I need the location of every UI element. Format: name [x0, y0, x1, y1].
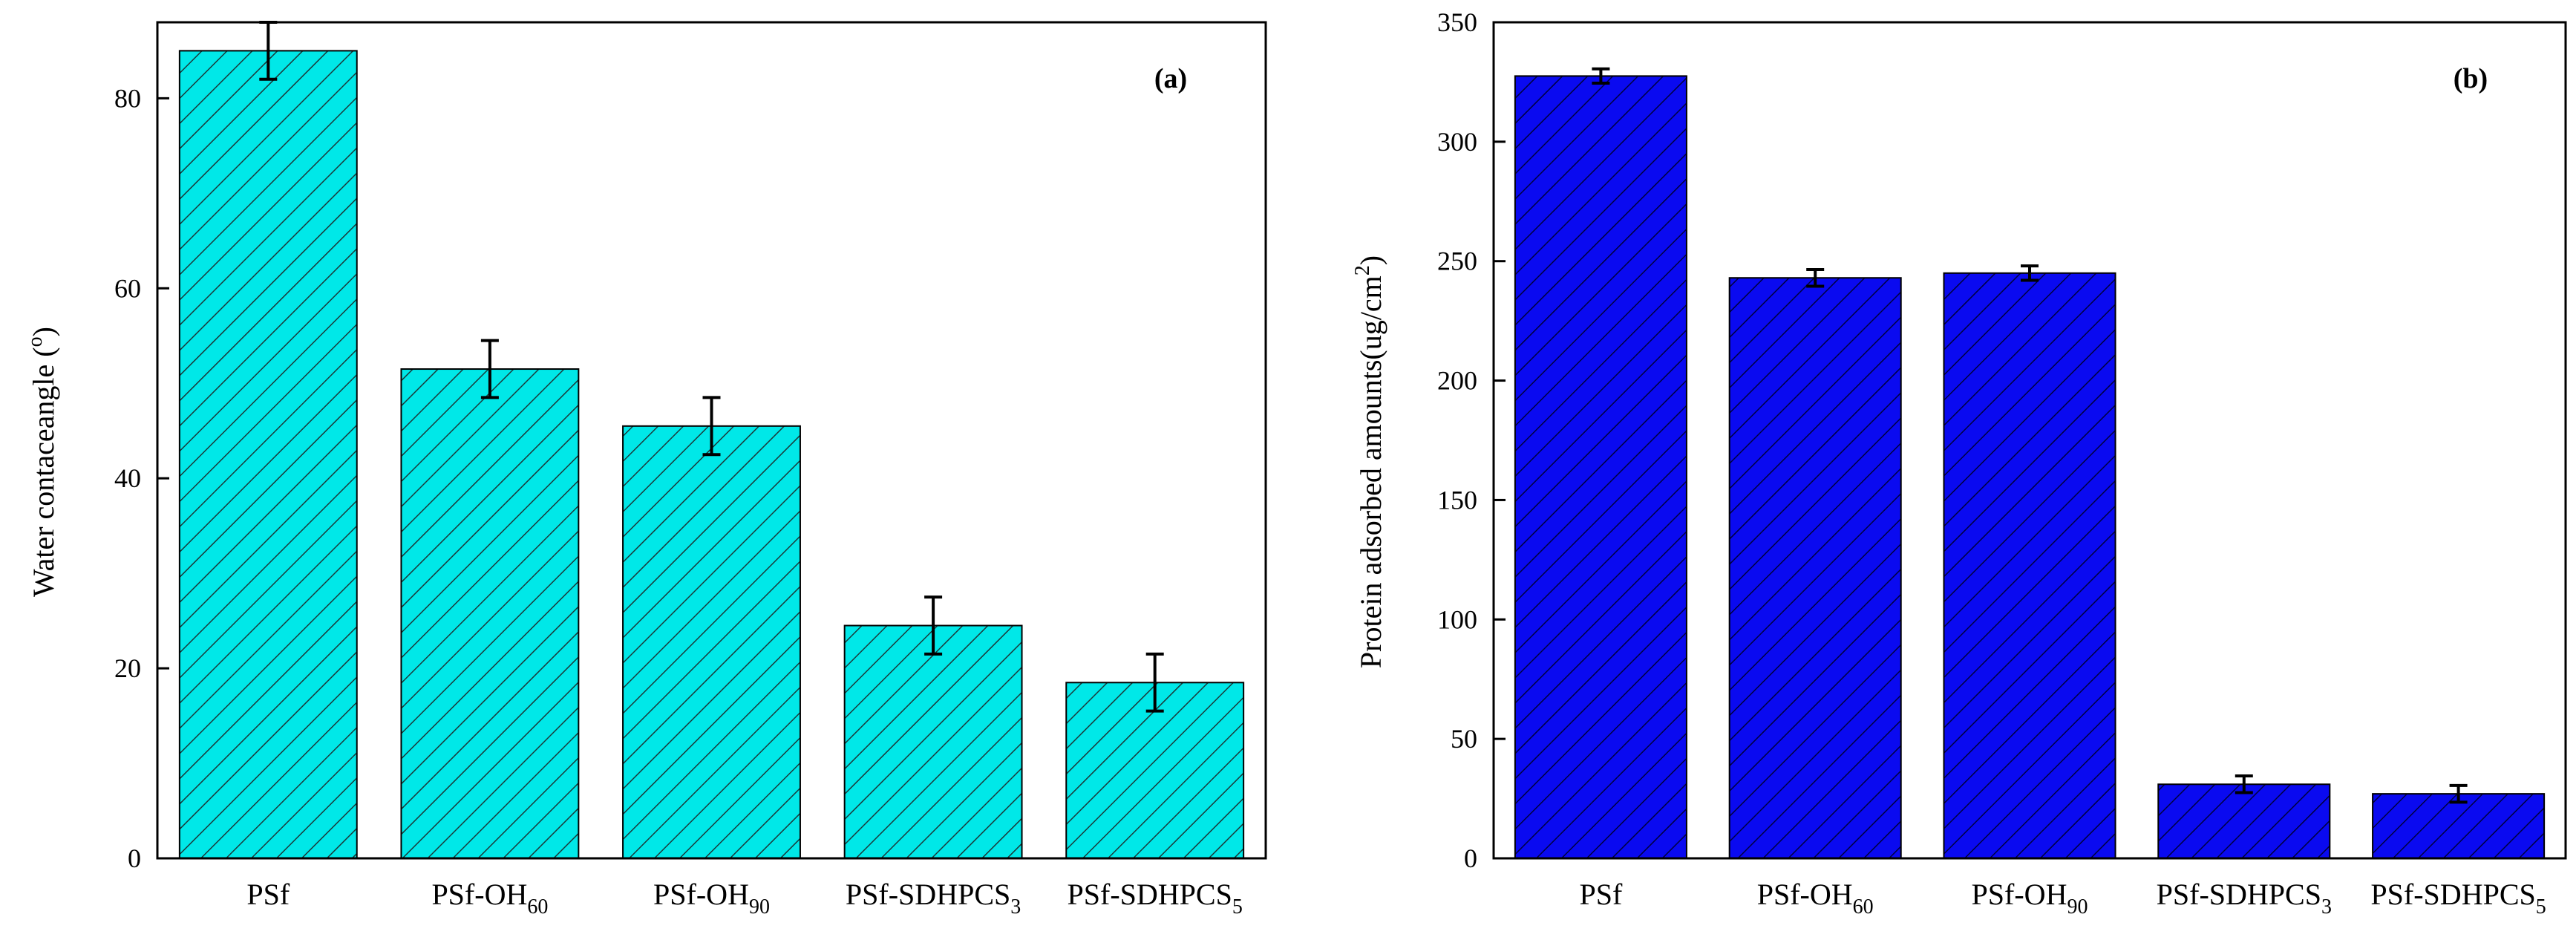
y-tick-label: 0	[1464, 843, 1477, 873]
y-axis-title-a: Water contaceangle (o)	[24, 327, 60, 597]
error-bar	[924, 595, 943, 656]
bar	[2157, 783, 2331, 859]
error-bar	[2021, 264, 2039, 282]
x-category-label: PSf-SDHPCS3	[846, 878, 1021, 918]
y-tick-label: 350	[1437, 7, 1477, 37]
error-bars-b	[1592, 67, 2468, 804]
bar	[622, 425, 801, 859]
x-category-label: PSf	[246, 878, 290, 911]
y-tick-label: 80	[114, 83, 141, 113]
y-tick-label: 0	[128, 843, 141, 873]
y-tick-label: 20	[114, 653, 141, 683]
y-ticks-a: 0 20 40 60 80	[114, 83, 169, 873]
x-category-label: PSf	[1579, 878, 1622, 911]
y-ticks-b: 0 50 100 150 200 250 300 350	[1437, 7, 1506, 873]
error-bars-a	[259, 21, 1164, 713]
chart-panel-a: Water contaceangle (o) 0 20 40 60 80 PSf PSf-…	[24, 21, 1267, 918]
error-bar	[1806, 267, 1825, 288]
x-category-label: PSf-SDHPCS5	[2370, 878, 2546, 918]
bar	[400, 368, 580, 859]
bar	[2372, 793, 2546, 859]
y-tick-label: 40	[114, 463, 141, 493]
bars-a	[178, 50, 1245, 860]
panel-label-b: (b)	[2454, 63, 2488, 94]
error-bar	[480, 339, 499, 399]
panel-label-a: (a)	[1154, 63, 1187, 94]
error-bar	[702, 396, 721, 457]
x-category-label: PSf-SDHPCS3	[2157, 878, 2332, 918]
y-tick-label: 150	[1437, 485, 1477, 515]
y-tick-label: 200	[1437, 366, 1477, 396]
x-category-label: PSf-OH60	[1757, 878, 1874, 918]
bar	[1728, 277, 1902, 859]
x-category-label: PSf-SDHPCS5	[1068, 878, 1243, 918]
bar	[1514, 75, 1687, 859]
error-bar	[2235, 774, 2253, 794]
error-bar	[2449, 783, 2468, 804]
y-tick-label: 300	[1437, 127, 1477, 157]
x-category-label: PSf-OH90	[1972, 878, 2088, 918]
bar	[178, 50, 358, 860]
x-categories-b: PSf PSf-OH60 PSf-OH90 PSf-SDHPCS3 PSf-SDHPCS…	[1579, 878, 2546, 918]
x-category-label: PSf-OH60	[431, 878, 548, 918]
y-tick-label: 60	[114, 273, 141, 303]
error-bar	[1145, 652, 1164, 713]
bar	[1943, 272, 2116, 859]
y-tick-label: 100	[1437, 604, 1477, 634]
y-tick-label: 250	[1437, 247, 1477, 276]
plot-frame-b	[1492, 21, 2567, 860]
x-category-label: PSf-OH90	[653, 878, 770, 918]
x-categories-a: PSf PSf-OH60 PSf-OH90 PSf-SDHPCS3 PSf-SDHPCS…	[246, 878, 1242, 918]
bars-b	[1514, 75, 2546, 859]
bar	[843, 624, 1023, 859]
y-tick-label: 50	[1451, 724, 1477, 754]
chart-panel-b: Protein adsorbed amounts(ug/cm2) 0 50 100 1…	[1351, 7, 2567, 918]
error-bar	[1592, 67, 1610, 85]
y-axis-title-b: Protein adsorbed amounts(ug/cm2)	[1351, 255, 1387, 668]
plot-frame-a	[156, 21, 1267, 860]
